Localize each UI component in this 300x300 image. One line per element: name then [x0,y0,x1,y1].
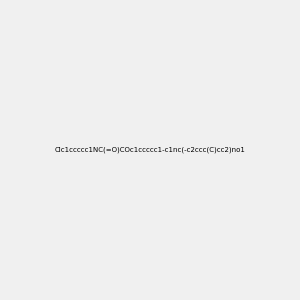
Text: Clc1ccccc1NC(=O)COc1ccccc1-c1nc(-c2ccc(C)cc2)no1: Clc1ccccc1NC(=O)COc1ccccc1-c1nc(-c2ccc(C… [55,147,245,153]
